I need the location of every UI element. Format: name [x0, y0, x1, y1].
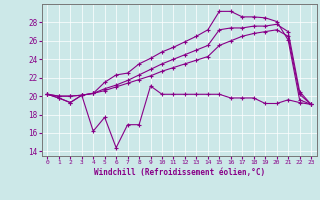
X-axis label: Windchill (Refroidissement éolien,°C): Windchill (Refroidissement éolien,°C): [94, 168, 265, 177]
